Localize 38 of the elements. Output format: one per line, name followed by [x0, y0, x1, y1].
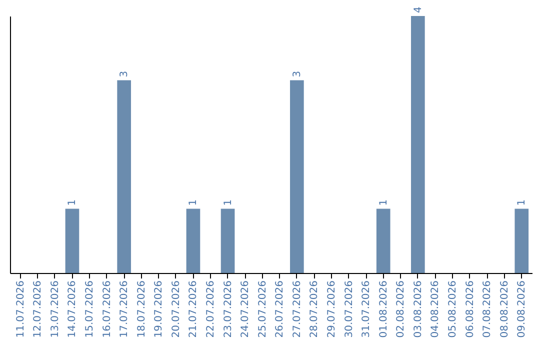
x-tick-label: 18.07.2026	[136, 280, 148, 338]
x-tick-label: 25.07.2026	[257, 280, 268, 338]
data-label: 1	[516, 199, 528, 206]
x-tick-label: 04.08.2026	[430, 280, 442, 338]
x-tick-label: 28.07.2026	[309, 280, 320, 338]
data-label: 4	[412, 6, 424, 13]
x-tick-label: 31.07.2026	[361, 280, 372, 338]
data-label: 1	[188, 199, 200, 206]
x-tick-label: 02.08.2026	[396, 280, 407, 338]
x-tick-label: 30.07.2026	[344, 280, 355, 338]
x-tick-label: 11.07.2026	[15, 280, 26, 338]
x-tick-label: 05.08.2026	[447, 280, 458, 338]
x-tick-label: 06.08.2026	[464, 280, 476, 338]
x-tick-label: 27.07.2026	[292, 280, 303, 338]
x-tick-label: 29.07.2026	[326, 280, 338, 338]
x-tick-label: 14.07.2026	[67, 280, 78, 338]
x-tick-label: 19.07.2026	[154, 280, 165, 338]
data-label: 3	[292, 70, 303, 78]
x-tick-label: 09.08.2026	[516, 280, 528, 338]
x-tick-label: 12.07.2026	[32, 280, 44, 338]
data-label: 1	[222, 199, 234, 206]
x-tick-label: 24.07.2026	[240, 280, 252, 338]
x-tick-label: 23.07.2026	[222, 280, 234, 338]
data-label: 1	[67, 199, 78, 206]
x-tick-label: 26.07.2026	[274, 280, 286, 338]
data-label: 1	[378, 199, 390, 206]
x-tick-label: 01.08.2026	[378, 280, 390, 338]
x-tick-label: 17.07.2026	[119, 280, 130, 338]
x-tick-label: 21.07.2026	[188, 280, 200, 338]
x-tick-label: 22.07.2026	[206, 280, 217, 338]
data-label: 3	[119, 70, 130, 78]
x-tick-label: 08.08.2026	[499, 280, 510, 338]
x-tick-label: 20.07.2026	[170, 280, 182, 338]
x-tick-label: 03.08.2026	[412, 280, 424, 338]
x-tick-label: 16.07.2026	[102, 280, 113, 338]
x-tick-label: 15.07.2026	[84, 280, 96, 338]
x-tick-label: 07.08.2026	[482, 280, 494, 338]
x-tick-label: 13.07.2026	[50, 280, 61, 338]
